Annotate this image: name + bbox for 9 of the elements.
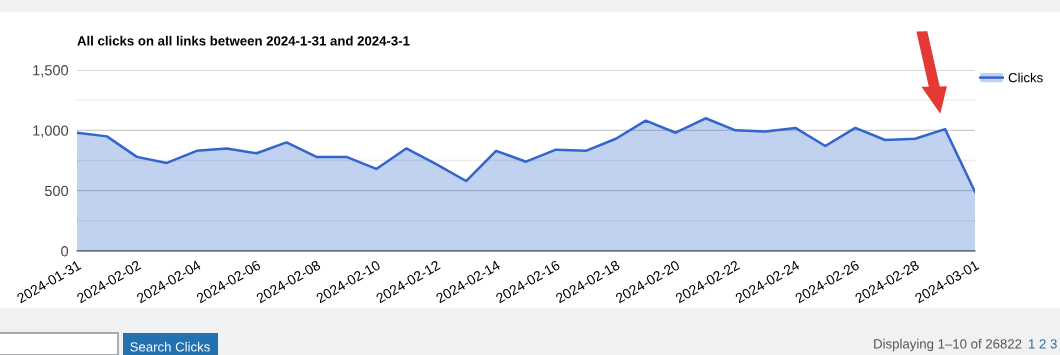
y-tick-label: 500	[44, 185, 69, 197]
legend-label: Clicks	[1008, 72, 1043, 83]
chart-title: All clicks on all links between 2024-1-31 and 2024-3-1	[77, 35, 410, 46]
text: Search Clicks	[130, 341, 210, 352]
y-tick-label: 0	[61, 246, 69, 257]
y-tick-label: 1,000	[33, 125, 69, 138]
y-tick-label: 1,500	[33, 65, 69, 78]
text: Displaying 1–10 of 26822	[874, 338, 1022, 352]
text: 1 2 3	[1029, 339, 1057, 349]
